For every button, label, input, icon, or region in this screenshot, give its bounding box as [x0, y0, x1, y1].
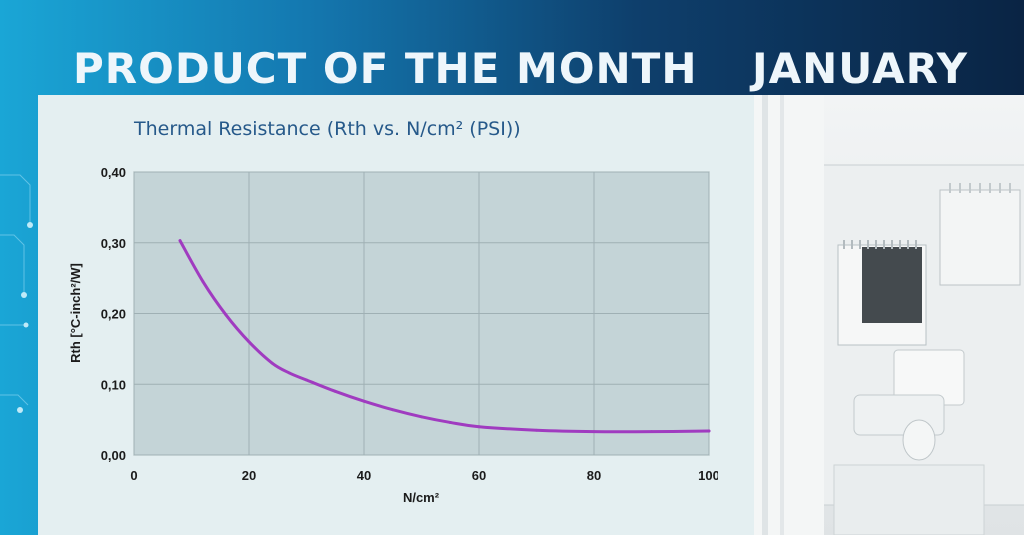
series-point: [448, 421, 452, 424]
x-tick-label: 20: [242, 468, 256, 483]
y-tick-label: 0,30: [101, 236, 126, 251]
series-point: [707, 429, 711, 433]
header-banner: PRODUCT OF THE MONTH JANUARY: [0, 0, 1024, 95]
y-axis-label: Rth [°C-inch²/W]: [68, 263, 83, 363]
series-point: [201, 280, 205, 284]
x-tick-label: 60: [472, 468, 486, 483]
series-point: [270, 361, 274, 365]
x-tick-label: 40: [357, 468, 371, 483]
grid: [133, 171, 710, 456]
series-points: [178, 239, 711, 434]
chart-title: Thermal Resistance (Rth vs. N/cm² (PSI)): [134, 118, 521, 140]
series-point: [224, 313, 228, 317]
banner-month: JANUARY: [752, 44, 969, 93]
series-point: [247, 340, 251, 344]
hardware-illustration: [754, 95, 1024, 535]
series-point: [650, 430, 653, 434]
series-point: [305, 378, 308, 382]
series-point: [362, 399, 366, 403]
y-tick-label: 0,10: [101, 377, 126, 392]
series-point: [391, 408, 395, 412]
series-point: [535, 428, 538, 432]
series-point: [287, 371, 291, 375]
series-point: [178, 239, 182, 243]
thermal-resistance-chart: 0 20 40 60 80 100 0,00 0,10 0,20 0,30 0,40 N/cm² R…: [68, 165, 718, 505]
tick-labels: 0 20 40 60 80 100 0,00 0,10 0,20 0,30 0,40: [101, 165, 718, 483]
circuit-decoration: [0, 174, 33, 413]
series-point: [420, 415, 423, 419]
series-point: [477, 425, 481, 429]
series-point: [333, 389, 337, 393]
series-point: [592, 430, 596, 434]
x-tick-label: 100: [698, 468, 718, 483]
y-tick-label: 0,20: [101, 307, 126, 322]
x-tick-label: 0: [130, 468, 137, 483]
y-tick-label: 0,40: [101, 165, 126, 180]
x-axis-label: N/cm²: [403, 490, 440, 505]
x-tick-label: 80: [587, 468, 601, 483]
banner-title: PRODUCT OF THE MONTH: [73, 44, 698, 93]
y-tick-label: 0,00: [101, 448, 126, 463]
